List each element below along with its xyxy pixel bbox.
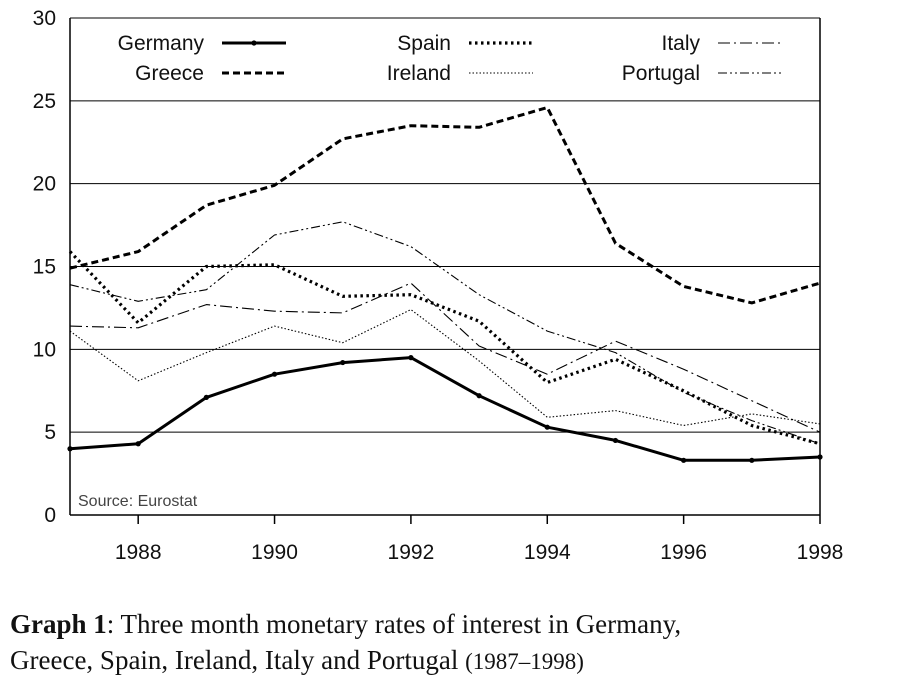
y-tick-label: 10 [33,338,56,361]
y-tick-label: 0 [44,504,56,527]
series-line-greece [69,106,821,305]
y-tick-label: 25 [33,90,56,113]
gridlines [70,17,820,433]
caption-text: : Three month monetary rates of interest… [106,609,682,639]
x-tick-label: 1990 [251,541,298,564]
legend: Germany Greece Spain Ireland Italy Portugal [118,32,782,85]
y-tick-label: 30 [33,7,56,30]
series-line-portugal [69,221,821,445]
data-point [340,359,346,366]
caption-label: Graph 1 [10,609,107,639]
legend-swatch-marker [251,40,257,46]
legend-label: Greece [135,62,204,85]
series-lines [67,106,823,463]
data-point [476,393,482,399]
data-point [203,394,209,400]
data-point [612,437,619,444]
y-axis-ticks: 0 5 10 15 20 25 30 [33,7,56,527]
y-tick-label: 20 [33,173,56,196]
x-axis-ticks: 1988 1990 1992 1994 1996 1998 [115,515,844,564]
data-point [271,371,278,377]
data-point [817,454,823,460]
legend-label: Portugal [622,62,700,85]
caption-text-2: Greece, Spain, Ireland, Italy and Portug… [10,645,459,675]
data-point [749,457,755,463]
x-tick-label: 1998 [797,541,844,564]
line-chart: 0 5 10 15 20 25 30 1988 1990 1992 1994 1996 1998 Ge… [33,7,844,564]
caption-line-1: Graph 1: Three month monetary rates of i… [10,606,915,642]
caption-years: (1987–1998) [465,649,584,674]
data-point [135,441,141,447]
legend-label: Germany [118,32,205,55]
data-point [408,355,414,361]
legend-label: Ireland [387,62,451,85]
source-note: Source: Eurostat [78,493,198,510]
data-point [67,446,73,452]
x-tick-label: 1996 [660,541,707,564]
data-point [681,457,687,463]
x-tick-label: 1988 [115,541,162,564]
x-tick-label: 1992 [388,541,435,564]
y-tick-label: 15 [33,256,56,279]
series-line-ireland [69,309,821,427]
caption-line-2: Greece, Spain, Ireland, Italy and Portug… [10,642,915,680]
data-point [544,424,550,430]
x-tick-label: 1994 [524,541,571,564]
legend-label: Spain [397,32,451,55]
series-line-italy [69,282,821,433]
y-tick-label: 5 [44,421,56,444]
series-line-germany [69,356,821,462]
legend-label: Italy [661,32,700,55]
figure-caption: Graph 1: Three month monetary rates of i… [10,606,915,680]
